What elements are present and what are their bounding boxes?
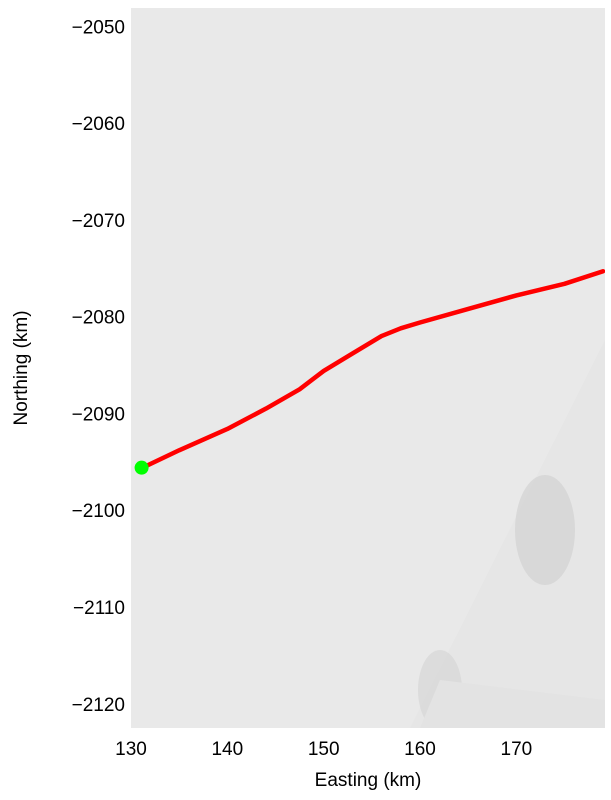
y-axis-label: Northing (km) xyxy=(11,310,32,425)
y-tick-label: −2110 xyxy=(73,598,125,619)
y-tick-label: −2070 xyxy=(72,211,125,232)
y-tick-label: −2060 xyxy=(72,114,125,135)
start-marker xyxy=(135,461,149,475)
imagery-shade xyxy=(515,475,575,585)
y-tick-label: −2090 xyxy=(72,404,125,425)
y-tick-label: −2120 xyxy=(72,695,125,716)
x-tick-label: 150 xyxy=(308,739,340,760)
x-tick-label: 140 xyxy=(211,739,243,760)
x-tick-label: 160 xyxy=(404,739,436,760)
x-axis-label: Easting (km) xyxy=(315,770,422,791)
y-tick-label: −2100 xyxy=(72,501,125,522)
y-tick-label: −2080 xyxy=(72,308,125,329)
y-tick-label: −2050 xyxy=(72,17,125,38)
chart: Easting (km) Northing (km) 130 140 150 160 1… xyxy=(0,0,611,800)
x-tick-label: 170 xyxy=(501,739,533,760)
x-tick-label: 130 xyxy=(115,739,147,760)
